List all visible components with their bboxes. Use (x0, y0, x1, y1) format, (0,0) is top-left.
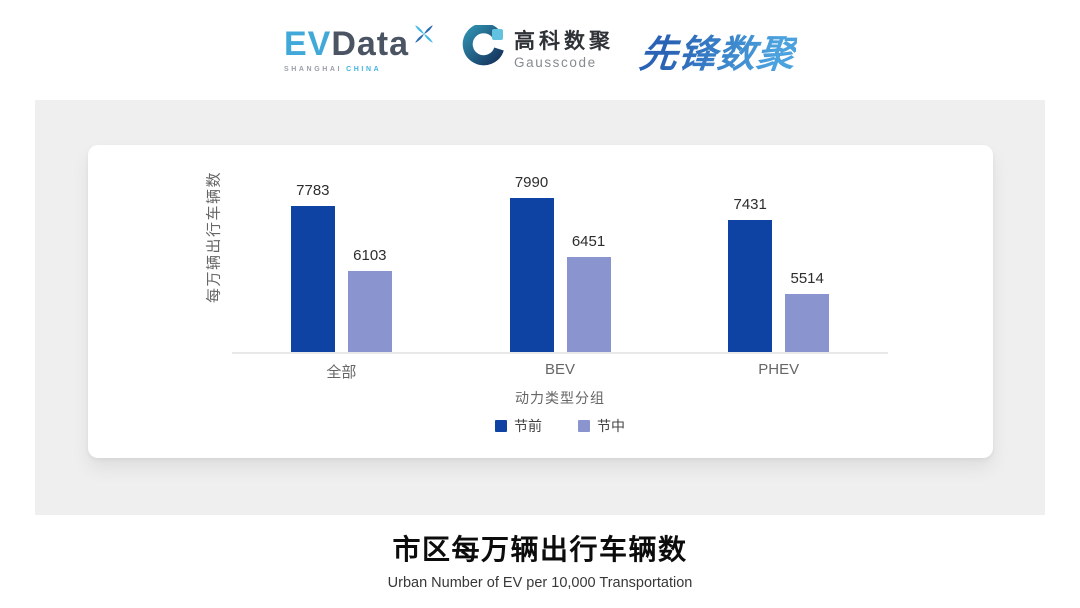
value-bar: 7783 (290, 182, 335, 352)
chart-card: 每万辆出行车辆数 7783 6103 7990 6451 7431 5514 全部 BEV P… (88, 145, 993, 458)
x-axis-title: 动力类型分组 (515, 390, 605, 406)
legend-label: 节中 (597, 418, 625, 434)
bar-group: 7990 6451 (451, 145, 670, 352)
chart-panel: 每万辆出行车辆数 7783 6103 7990 6451 7431 5514 全部 BEV P… (35, 100, 1045, 515)
value-bar: 7431 (728, 196, 773, 352)
bar-fill (728, 220, 773, 352)
bar-fill (566, 257, 611, 352)
category-label: PHEV (758, 361, 800, 378)
evdata-data-text: Data (331, 25, 410, 63)
evdata-logo: EV Data SHANGHAI CHINA (283, 25, 435, 73)
bar-value-label: 7783 (296, 182, 330, 199)
value-bar: 7990 (509, 174, 554, 352)
evdata-wordmark: EV Data (283, 25, 433, 63)
bar-fill (290, 206, 335, 352)
bar-fill (347, 271, 392, 352)
evdata-star-icon (411, 19, 437, 53)
legend-item: 节前 (495, 416, 542, 436)
bar-value-label: 5514 (790, 270, 824, 287)
gausscode-en-text: Gausscode (514, 54, 597, 70)
x-axis-line (232, 352, 888, 354)
bar-value-label: 6103 (353, 247, 387, 264)
gausscode-text: 高科数聚 Gausscode (514, 30, 614, 69)
evdata-shanghai-text: SHANGHAI (283, 66, 343, 73)
legend: 节前 节中 (232, 416, 888, 436)
header: EV Data SHANGHAI CHINA (0, 0, 1080, 100)
plot-area: 7783 6103 7990 6451 7431 5514 (232, 145, 888, 352)
bar-value-label: 7990 (514, 174, 549, 191)
evdata-china-text: CHINA (346, 66, 382, 73)
bar-chart: 每万辆出行车辆数 7783 6103 7990 6451 7431 5514 全部 BEV P… (88, 145, 993, 458)
evdata-subtext: SHANGHAI CHINA (284, 66, 409, 73)
bar-group: 7431 5514 (669, 145, 888, 352)
legend-swatch-icon (578, 420, 590, 432)
gausscode-cn-text: 高科数聚 (514, 30, 615, 54)
chart-subtitle: Urban Number of EV per 10,000 Transporta… (387, 575, 693, 591)
y-axis-label: 每万辆出行车辆数 (205, 170, 223, 304)
value-bar: 6103 (347, 247, 392, 352)
evdata-ev-text: EV (283, 25, 332, 63)
category-label: 全部 (326, 364, 357, 381)
pioneer-logo: 先锋数聚 (637, 23, 799, 78)
bar-fill (509, 198, 554, 352)
value-bar: 5514 (785, 270, 830, 352)
legend-label: 节前 (514, 418, 542, 434)
chart-title: 市区每万辆出行车辆数 (392, 534, 688, 565)
bar-group: 7783 6103 (232, 145, 451, 352)
caption: 市区每万辆出行车辆数 Urban Number of EV per 10,000… (0, 528, 1080, 591)
value-bar: 6451 (566, 233, 611, 352)
bar-value-label: 7431 (733, 196, 767, 213)
legend-swatch-icon (495, 420, 507, 432)
gausscode-icon (461, 22, 505, 76)
gausscode-logo: 高科数聚 Gausscode (461, 22, 614, 76)
category-label: BEV (545, 361, 576, 378)
bar-value-label: 6451 (571, 233, 606, 250)
category-labels: 全部 BEV PHEV (232, 361, 888, 382)
bar-fill (785, 294, 830, 352)
legend-item: 节中 (578, 416, 625, 436)
